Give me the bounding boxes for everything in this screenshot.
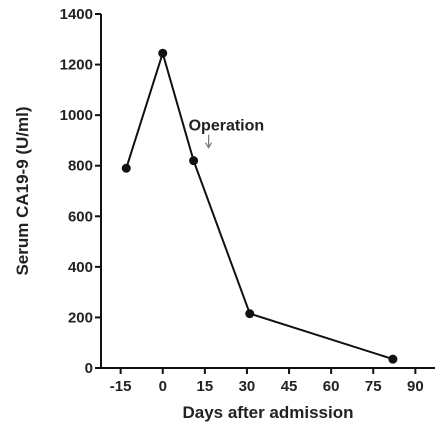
y-tick-label: 800 <box>68 158 93 175</box>
x-tick-label: 45 <box>281 378 298 395</box>
y-ticks: 0 200 400 600 800 1000 1200 1400 <box>60 6 101 377</box>
data-point <box>245 309 255 319</box>
data-point <box>158 48 168 58</box>
y-tick-label: 200 <box>68 309 93 326</box>
x-tick-label: 75 <box>365 378 382 395</box>
data-point <box>121 163 131 173</box>
x-tick-label: 0 <box>159 378 167 395</box>
y-tick-label: 1400 <box>60 6 93 23</box>
annotation-label: Operation <box>189 118 265 135</box>
x-tick-label: 90 <box>407 378 424 395</box>
data-point <box>189 156 199 166</box>
series-line <box>125 49 394 361</box>
data-point <box>388 354 398 364</box>
y-tick-label: 400 <box>68 259 93 276</box>
x-tick-label: 30 <box>239 378 256 395</box>
y-tick-label: 1000 <box>60 107 93 124</box>
x-tick-label: 15 <box>197 378 214 395</box>
annotations: Operation <box>189 118 265 149</box>
x-tick-label: -15 <box>110 378 132 395</box>
y-tick-label: 0 <box>85 360 93 377</box>
y-axis-title: Serum CA19-9 (U/ml) <box>13 106 32 275</box>
annotation-arrow-head <box>205 142 213 149</box>
x-ticks: -15 0 15 30 45 60 75 90 <box>110 368 424 395</box>
y-tick-label: 600 <box>68 208 93 225</box>
y-tick-label: 1200 <box>60 57 93 74</box>
x-tick-label: 60 <box>323 378 340 395</box>
x-axis-title: Days after admission <box>182 403 353 422</box>
data-points <box>121 48 398 364</box>
